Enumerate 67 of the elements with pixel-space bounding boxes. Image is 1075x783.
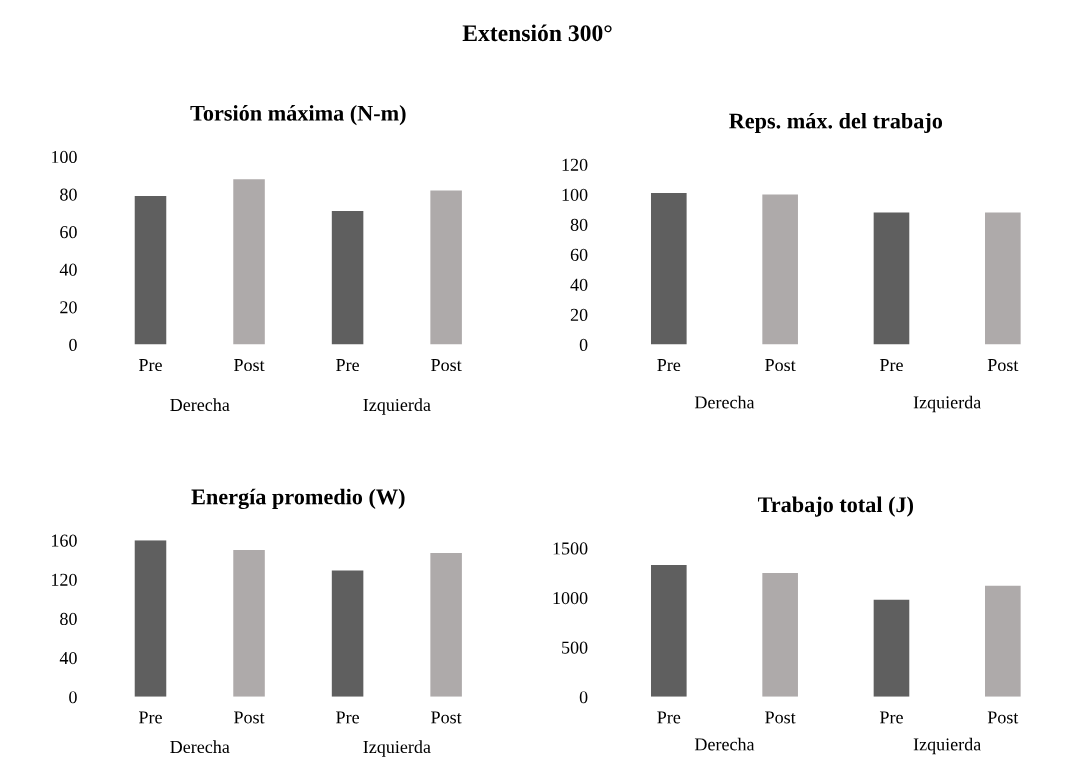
x-tick-label: Post: [431, 711, 462, 724]
bar: [331, 570, 364, 697]
bar: [985, 212, 1021, 345]
y-tick-label: 100: [51, 150, 77, 164]
bar: [331, 211, 364, 345]
y-tick-label: 0: [579, 691, 588, 704]
text: Derecha: [170, 740, 230, 754]
bar: [985, 585, 1021, 697]
x-tick-label: Pre: [138, 711, 162, 724]
x-tick-label: Post: [765, 359, 796, 372]
y-tick-label: 20: [570, 308, 588, 321]
chart-title: Reps. máx. del trabajo: [729, 112, 943, 134]
x-tick-label: Pre: [657, 711, 681, 724]
x-tick-label: Pre: [138, 359, 162, 372]
x-tick-label: Pre: [879, 359, 903, 372]
y-tick-label: 160: [51, 534, 77, 547]
y-tick-label: 0: [579, 338, 588, 351]
bar: [873, 212, 910, 345]
y-tick-label: 0: [69, 691, 77, 704]
bar: [233, 550, 265, 697]
x-tick-label: Post: [987, 711, 1019, 724]
bar: [762, 572, 798, 697]
x-tick-label: Post: [431, 359, 462, 372]
text: Izquierda: [363, 398, 431, 415]
y-tick-label: 40: [59, 263, 77, 276]
x-tick-label: Pre: [879, 711, 903, 724]
text: Izquierda: [913, 395, 981, 413]
y-tick-label: 20: [60, 301, 77, 314]
x-tick-label: Pre: [336, 711, 359, 724]
y-tick-label: 60: [570, 248, 588, 261]
bar: [650, 192, 687, 345]
x-tick-label: Pre: [336, 359, 359, 372]
bar: [873, 599, 910, 697]
y-tick-label: 100: [562, 188, 588, 201]
y-tick-label: 80: [60, 612, 77, 626]
y-tick-label: 80: [570, 218, 588, 231]
bar: [762, 194, 798, 345]
y-tick-label: 120: [562, 158, 588, 171]
bar: [233, 179, 265, 345]
y-tick-label: 0: [69, 338, 77, 351]
chart-title: Energía promedio (W): [191, 488, 405, 510]
y-tick-label: 1500: [553, 542, 588, 555]
x-tick-label: Post: [234, 359, 265, 372]
x-tick-label: Pre: [657, 359, 681, 372]
text: Derecha: [694, 395, 755, 409]
bar: [430, 190, 462, 345]
y-tick-label: 80: [60, 188, 77, 201]
bar: [134, 540, 167, 697]
x-tick-label: Post: [765, 711, 796, 724]
chart-title: Trabajo total (J): [757, 496, 914, 517]
y-tick-label: 1000: [553, 591, 588, 605]
y-tick-label: 40: [570, 278, 588, 291]
text: Derecha: [170, 398, 230, 412]
bar: [134, 196, 167, 345]
y-tick-label: 60: [60, 226, 77, 239]
x-tick-label: Post: [987, 359, 1019, 372]
bar: [430, 552, 462, 697]
y-tick-label: 40: [59, 651, 77, 665]
y-tick-label: 120: [51, 573, 77, 586]
text: Izquierda: [913, 737, 981, 755]
x-tick-label: Post: [234, 711, 265, 724]
text: Derecha: [694, 737, 755, 751]
text: Izquierda: [363, 740, 431, 757]
chart-title: Torsión máxima (N-m): [190, 105, 406, 126]
bar: [650, 564, 687, 697]
y-tick-label: 500: [562, 641, 588, 654]
text: Extensión 300°: [462, 24, 612, 42]
